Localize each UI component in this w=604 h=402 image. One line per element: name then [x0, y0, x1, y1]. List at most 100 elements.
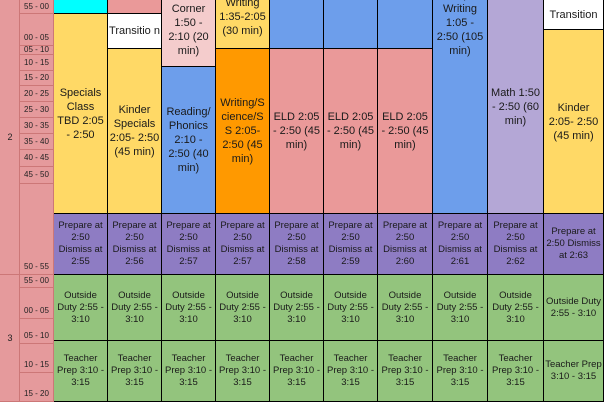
schedule-block[interactable]: Prepare at 2:50 Dismiss at 2:59 [324, 214, 378, 275]
schedule-block-text: Prepare at 2:50 Dismiss at 2:58 [274, 220, 319, 267]
schedule-block-text: Prepare at 2:50 Dismiss at 2:59 [328, 220, 373, 267]
minute-label-cell: 00 - 05 [20, 288, 54, 319]
schedule-block[interactable]: Teacher Prep 3:10 - 3:15 [270, 341, 324, 402]
schedule-block[interactable]: Specials Class TBD 2:05 - 2:50 [54, 14, 108, 214]
schedule-block[interactable]: Writing/S cience/S S 2:05-2:50 (45 min) [216, 49, 270, 214]
minute-label: 00 - 05 [24, 33, 49, 42]
minute-label: 15 - 20 [24, 73, 49, 82]
schedule-block[interactable]: ELD 2:05 - 2:50 (45 min) [378, 49, 433, 214]
minute-label-cell: 10 - 15 [20, 344, 54, 373]
schedule-block-text: Kinder 2:05- 2:50 (45 min) [548, 101, 599, 142]
schedule-block[interactable]: Outside Duty 2:55 - 3:10 [378, 275, 433, 341]
schedule-block[interactable]: Teacher Prep 3:10 - 3:15 [216, 341, 270, 402]
schedule-block[interactable]: Prepare at 2:50 Dismiss at 2:56 [108, 214, 162, 275]
schedule-block[interactable]: Prepare at 2:50 Dismiss at 2:60 [378, 214, 433, 275]
minute-label: 05 - 10 [24, 46, 49, 54]
schedule-block-text: Teacher Prep 3:10 - 3:15 [57, 353, 104, 388]
schedule-block[interactable]: Prepare at 2:50 Dismiss at 2:58 [270, 214, 324, 275]
minute-label-cell: 50 - 55 [20, 184, 54, 275]
schedule-block[interactable] [54, 0, 108, 14]
schedule-block[interactable]: Outside Duty 2:55 - 3:10 [54, 275, 108, 341]
schedule-block[interactable]: Outside Duty 2:55 - 3:10 [544, 275, 604, 341]
schedule-block[interactable]: Transitio n [108, 14, 162, 49]
schedule-block[interactable] [270, 0, 324, 49]
schedule-block[interactable]: Teacher Prep 3:10 - 3:15 [433, 341, 488, 402]
schedule-block-text: Outside Duty 2:55 - 3:10 [273, 289, 320, 325]
schedule-block-text: Writing/S cience/S S 2:05-2:50 (45 min) [220, 97, 265, 165]
minute-label: 45 - 50 [24, 170, 49, 179]
minute-label-cell: 20 - 25 [20, 86, 54, 102]
minute-label: 20 - 25 [24, 88, 49, 98]
schedule-block-text: Transitio n [109, 25, 160, 37]
schedule-block[interactable]: Teacher Prep 3:10 - 3:15 [108, 341, 162, 402]
schedule-block[interactable]: Teacher Prep 3:10 - 3:15 [324, 341, 378, 402]
schedule-block-text: Teacher Prep 3:10 - 3:15 [436, 353, 484, 388]
schedule-block[interactable]: Prepare at 2:50 Dismiss at 2:63 [544, 214, 604, 275]
schedule-block-text: Teacher Prep 3:10 - 3:15 [165, 353, 212, 388]
minute-label: 30 - 35 [24, 120, 49, 130]
schedule-block-text: Reading/ Phonics 2:10 - 2:50 (40 min) [166, 106, 211, 174]
schedule-block-text: Teacher Prep 3:10 - 3:15 [327, 353, 374, 388]
schedule-block-text: Outside Duty 2:55 - 3:10 [111, 289, 158, 325]
schedule-block[interactable]: ELD 2:05 - 2:50 (45 min) [324, 49, 378, 214]
minute-label-cell: 55 - 00 [20, 0, 54, 14]
schedule-block[interactable]: Prepare at 2:50 Dismiss at 2:57 [162, 214, 216, 275]
minute-label: 10 - 15 [24, 360, 49, 369]
minute-label: 35 - 40 [24, 136, 49, 146]
schedule-block[interactable]: Outside Duty 2:55 - 3:10 [433, 275, 488, 341]
schedule-block[interactable]: Kinder Specials 2:05- 2:50 (45 min) [108, 49, 162, 214]
schedule-block-text: Outside Duty 2:55 - 3:10 [492, 289, 539, 325]
minute-label-cell: 45 - 50 [20, 167, 54, 184]
minute-label-cell: 40 - 45 [20, 150, 54, 167]
schedule-block-text: Teacher Prep 3:10 - 3:15 [545, 359, 602, 382]
schedule-block[interactable]: ELD 2:05 - 2:50 (45 min) [270, 49, 324, 214]
schedule-block[interactable]: Outside Duty 2:55 - 3:10 [108, 275, 162, 341]
schedule-block[interactable]: Corner 1:50 - 2:10 (20 min) [162, 0, 216, 67]
minute-label-cell: 05 - 10 [20, 46, 54, 55]
schedule-block-text: Outside Duty 2:55 - 3:10 [57, 289, 104, 325]
schedule-block[interactable]: Prepare at 2:50 Dismiss at 2:57 [216, 214, 270, 275]
schedule-block[interactable]: Reading/ Phonics 2:10 - 2:50 (40 min) [162, 67, 216, 214]
minute-label-cell: 35 - 40 [20, 134, 54, 150]
schedule-block[interactable]: Kinder 2:05- 2:50 (45 min) [544, 30, 604, 214]
schedule-block-text: Teacher Prep 3:10 - 3:15 [219, 353, 266, 388]
minute-label: 00 - 05 [24, 306, 49, 315]
schedule-block[interactable]: Teacher Prep 3:10 - 3:15 [544, 341, 604, 402]
schedule-block-text: Teacher Prep 3:10 - 3:15 [273, 353, 320, 388]
schedule-block-text: ELD 2:05 - 2:50 (45 min) [326, 111, 375, 151]
minute-label: 50 - 55 [24, 262, 49, 271]
minute-label-cell: 05 - 10 [20, 319, 54, 344]
schedule-block[interactable]: Prepare at 2:50 Dismiss at 2:55 [54, 214, 108, 275]
schedule-block-text: Writing 1:35-2:05 (30 min) [219, 0, 266, 37]
schedule-block[interactable]: Outside Duty 2:55 - 3:10 [488, 275, 544, 341]
schedule-block[interactable]: Math 1:50 - 2:50 (60 min) [488, 0, 544, 214]
schedule-block-text: Outside Duty 2:55 - 3:10 [436, 289, 484, 325]
minute-label: 55 - 00 [24, 276, 49, 285]
schedule-block[interactable]: Outside Duty 2:55 - 3:10 [216, 275, 270, 341]
schedule-block[interactable]: Outside Duty 2:55 - 3:10 [324, 275, 378, 341]
schedule-block[interactable]: Teacher Prep 3:10 - 3:15 [54, 341, 108, 402]
schedule-block-text: Teacher Prep 3:10 - 3:15 [111, 353, 158, 388]
schedule-block[interactable] [378, 0, 433, 49]
schedule-block-text: Specials Class TBD 2:05 - 2:50 [57, 86, 104, 141]
schedule-block[interactable]: Teacher Prep 3:10 - 3:15 [162, 341, 216, 402]
schedule-block[interactable]: Prepare at 2:50 Dismiss at 2:62 [488, 214, 544, 275]
schedule-block[interactable]: Transition [544, 0, 604, 30]
minute-label: 40 - 45 [24, 153, 49, 162]
schedule-block-text: ELD 2:05 - 2:50 (45 min) [381, 111, 429, 151]
schedule-block-text: Kinder Specials 2:05- 2:50 (45 min) [109, 104, 160, 158]
minute-label: 10 - 15 [24, 57, 49, 67]
schedule-block[interactable] [324, 0, 378, 49]
hour-cell [0, 0, 20, 275]
schedule-block-text: Teacher Prep 3:10 - 3:15 [381, 353, 429, 388]
schedule-block[interactable]: Writing 1:35-2:05 (30 min) [216, 0, 270, 49]
schedule-block[interactable]: Teacher Prep 3:10 - 3:15 [378, 341, 433, 402]
schedule-block[interactable]: Groups / Writing 1:05 - 2:50 (105 min) [433, 0, 488, 214]
schedule-block-text: Prepare at 2:50 Dismiss at 2:62 [493, 220, 538, 267]
schedule-block[interactable]: Outside Duty 2:55 - 3:10 [162, 275, 216, 341]
schedule-block[interactable]: Outside Duty 2:55 - 3:10 [270, 275, 324, 341]
schedule-block[interactable]: Teacher Prep 3:10 - 3:15 [488, 341, 544, 402]
schedule-block[interactable] [108, 0, 162, 14]
schedule-block-text: Groups / Writing 1:05 - 2:50 (105 min) [436, 0, 484, 57]
schedule-block[interactable]: Prepare at 2:50 Dismiss at 2:61 [433, 214, 488, 275]
